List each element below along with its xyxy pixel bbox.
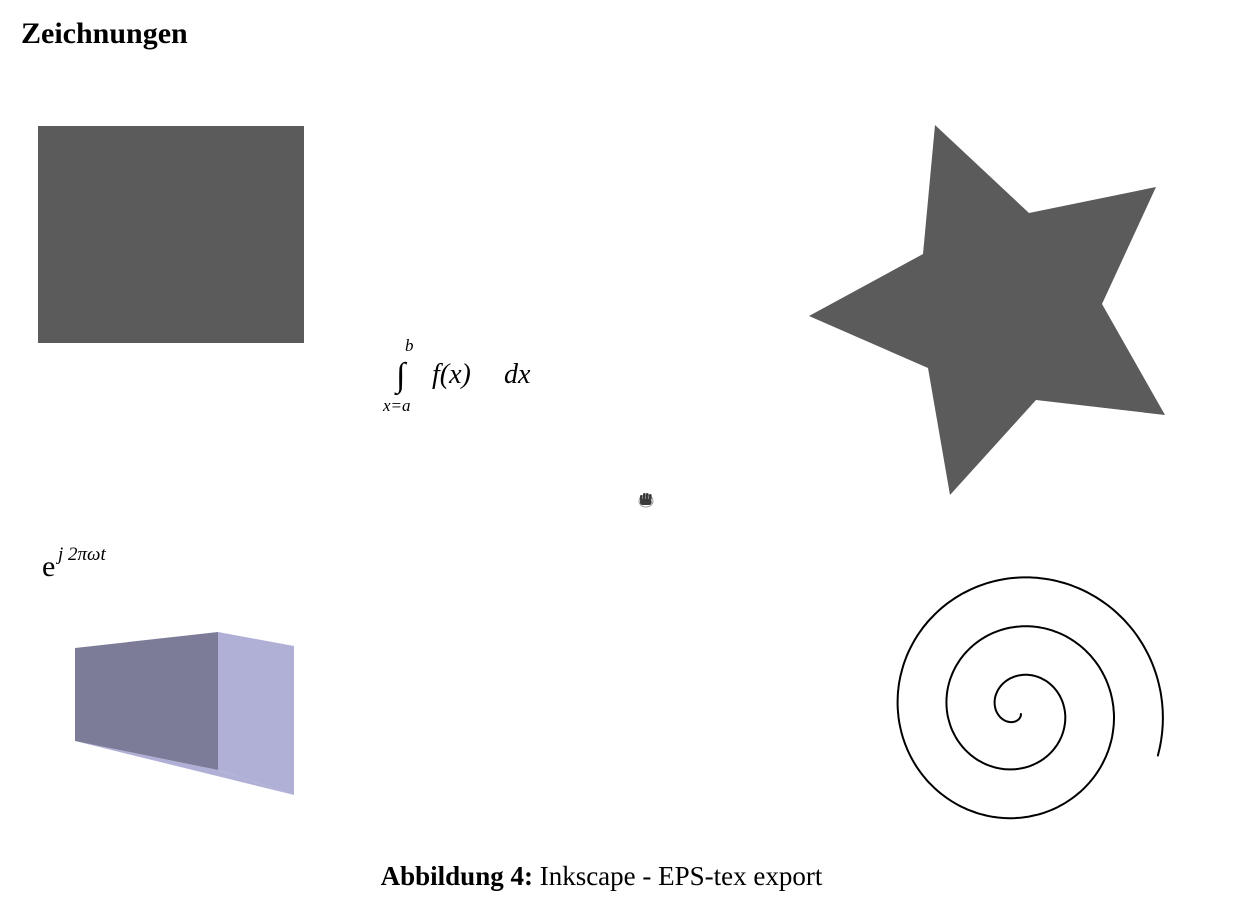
rectangle-drawing xyxy=(38,126,304,343)
exponential-exponent: j 2πωt xyxy=(55,544,106,565)
caption-label: Abbildung 4: xyxy=(380,861,533,891)
star-drawing xyxy=(809,125,1165,495)
integral-differential: dx xyxy=(504,359,531,390)
box-3d-drawing xyxy=(75,632,294,795)
spiral-drawing xyxy=(896,576,1164,820)
integral-integrand: f(x) xyxy=(432,359,471,390)
section-title: Zeichnungen xyxy=(21,17,188,50)
exponential-formula: e j 2πωt xyxy=(42,544,106,583)
hand-cursor-icon xyxy=(638,493,654,508)
figure-caption: Abbildung 4: Inkscape - EPS-tex export xyxy=(0,860,1203,892)
exponential-base: e xyxy=(42,550,55,583)
integral-formula: b ∫ x=a f(x) dx xyxy=(382,336,531,415)
integral-lower-limit: x=a xyxy=(382,396,411,415)
integral-sign: ∫ xyxy=(394,357,408,396)
caption-text: Inkscape - EPS-tex export xyxy=(539,861,823,891)
integral-upper-limit: b xyxy=(405,336,414,355)
